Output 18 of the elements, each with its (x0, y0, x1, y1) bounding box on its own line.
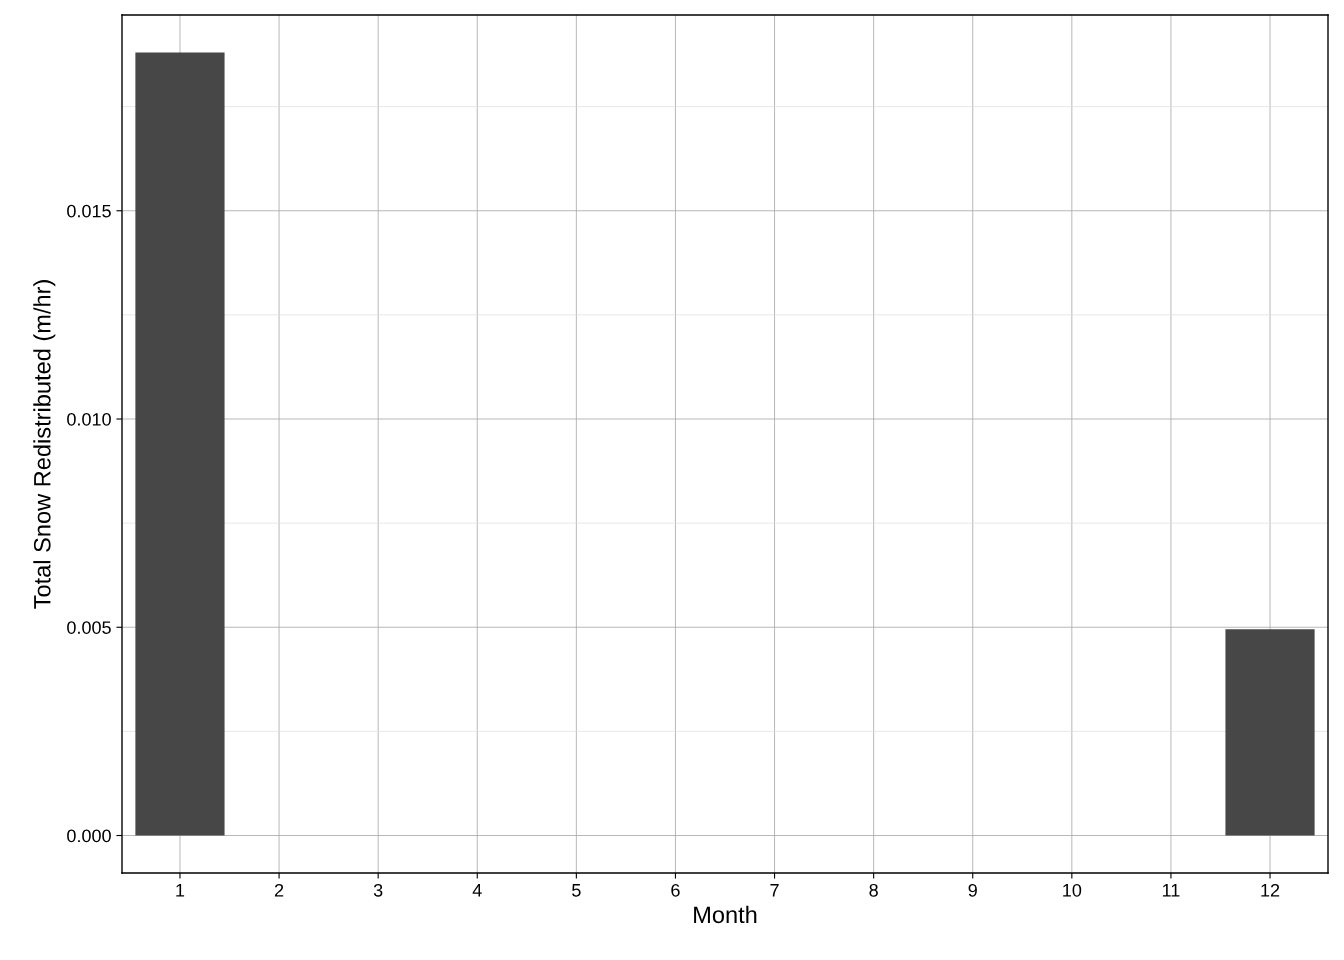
x-tick-label: 11 (1162, 884, 1180, 897)
y-axis-title: Total Snow Redistributed (m/hr) (33, 280, 56, 609)
y-tick-label: 0.015 (67, 204, 111, 218)
x-tick-label: 12 (1261, 883, 1280, 897)
x-tick-label: 6 (671, 883, 680, 897)
x-tick-label: 4 (472, 884, 482, 897)
y-tick-label: 0.010 (67, 412, 111, 426)
x-tick-label: 1 (176, 884, 185, 897)
x-tick-label: 3 (373, 883, 383, 897)
y-tick-label: 0.005 (67, 621, 111, 634)
x-tick-label: 7 (770, 884, 779, 897)
y-tick-label: 0.000 (67, 829, 111, 843)
x-tick-label: 2 (274, 883, 284, 897)
x-axis-title: Month (694, 905, 757, 924)
x-tick-label: 8 (869, 883, 878, 897)
x-tick-label: 9 (968, 883, 977, 897)
x-tick-label: 5 (572, 884, 581, 897)
x-tick-label: 10 (1063, 883, 1082, 897)
